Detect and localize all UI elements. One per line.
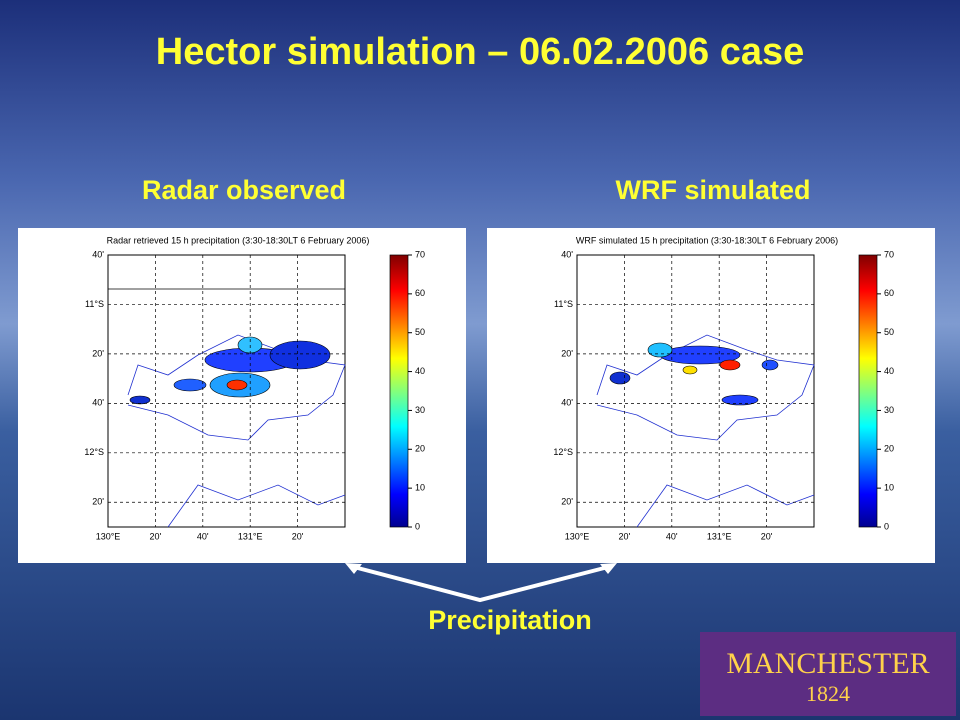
x-label: 20': [619, 531, 631, 541]
logo-name: MANCHESTER: [726, 647, 929, 680]
coastline: [596, 334, 815, 441]
x-label: 20': [150, 531, 162, 541]
precip-area: [647, 342, 673, 358]
x-label: 130°E: [96, 531, 121, 541]
x-label: 131°E: [238, 531, 263, 541]
x-label: 130°E: [565, 531, 590, 541]
precip-area: [173, 378, 207, 392]
colorbar-label: 60: [415, 288, 425, 298]
colorbar-label: 20: [415, 444, 425, 454]
y-label: 12°S: [553, 447, 573, 457]
colorbar-label: 50: [415, 327, 425, 337]
precip-area: [129, 395, 151, 405]
colorbar-label: 70: [415, 249, 425, 259]
arrowhead: [345, 563, 362, 574]
y-label: 20': [92, 348, 104, 358]
y-label: 40': [561, 398, 573, 408]
colorbar: [389, 254, 409, 528]
colorbar-label: 10: [415, 483, 425, 493]
arrows: [349, 564, 613, 603]
colorbar-label: 40: [415, 366, 425, 376]
colorbar-label: 50: [884, 327, 894, 337]
plot-title: Radar retrieved 15 h precipitation (3:30…: [107, 235, 370, 245]
arrowhead: [600, 563, 617, 574]
colorbar-label: 70: [884, 249, 894, 259]
y-label: 20': [561, 497, 573, 507]
y-label: 20': [561, 348, 573, 358]
y-label: 11°S: [554, 299, 573, 309]
plot-frame: [107, 254, 346, 528]
y-label: 40': [92, 398, 104, 408]
panel-heading: Radar observed: [142, 175, 346, 205]
x-label: 40': [197, 531, 209, 541]
y-label: 40': [92, 249, 104, 259]
map-panel: WRF simulated WRF simulated 15 h precipit…: [487, 175, 935, 563]
precip-area: [721, 394, 759, 406]
plot-frame: [576, 254, 815, 528]
y-label: 40': [561, 249, 573, 259]
y-label: 20': [92, 497, 104, 507]
colorbar-label: 30: [884, 405, 894, 415]
colorbar-label: 30: [415, 405, 425, 415]
colorbar-label: 0: [415, 521, 420, 531]
colorbar: [858, 254, 878, 528]
precip-area: [719, 359, 741, 371]
precip-area: [609, 371, 631, 385]
annotation: Precipitation: [428, 605, 592, 635]
precip-area: [226, 379, 248, 391]
plot-title: WRF simulated 15 h precipitation (3:30-1…: [576, 235, 838, 245]
slide-title: Hector simulation – 06.02.2006 case: [156, 31, 804, 73]
coastline: [127, 334, 346, 441]
coastline: [167, 484, 346, 528]
logo-box: [700, 632, 956, 716]
y-label: 12°S: [84, 447, 104, 457]
map-panel: Radar observed Radar retrieved 15 h preci…: [18, 175, 466, 563]
precip-area: [682, 365, 698, 375]
precip-area: [269, 340, 331, 370]
colorbar-label: 60: [884, 288, 894, 298]
coastline: [636, 484, 815, 528]
x-label: 20': [292, 531, 304, 541]
precip-area: [761, 359, 779, 371]
logo-year: 1824: [806, 681, 850, 706]
colorbar-label: 10: [884, 483, 894, 493]
x-label: 131°E: [707, 531, 732, 541]
x-label: 20': [761, 531, 773, 541]
x-label: 40': [666, 531, 678, 541]
colorbar-label: 40: [884, 366, 894, 376]
y-label: 11°S: [85, 299, 104, 309]
panel-heading: WRF simulated: [615, 175, 810, 205]
colorbar-label: 0: [884, 521, 889, 531]
colorbar-label: 20: [884, 444, 894, 454]
